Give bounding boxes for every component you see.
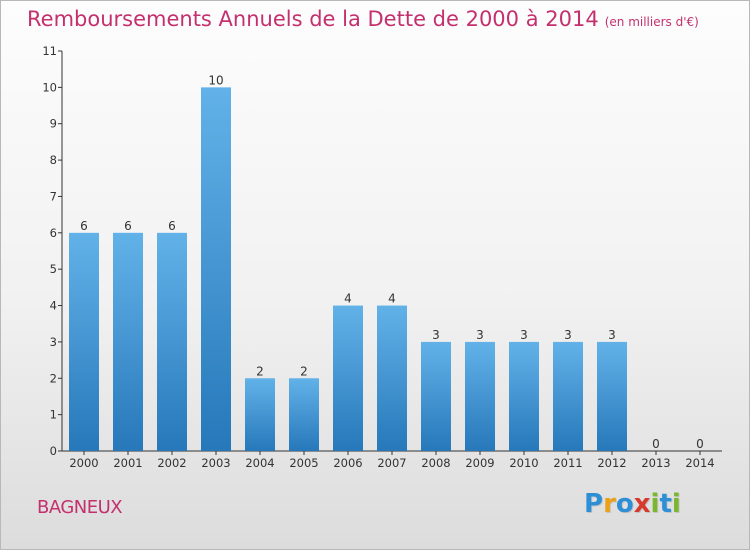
y-tick-label: 7	[50, 189, 57, 203]
bar-value-label: 2	[300, 364, 308, 378]
proxiti-logo[interactable]: Proxiti	[584, 489, 681, 519]
y-tick-label: 2	[50, 371, 57, 385]
x-tick-label: 2008	[421, 456, 450, 470]
bar-value-label: 3	[608, 328, 616, 342]
x-tick-label: 2014	[685, 456, 714, 470]
bar	[553, 341, 583, 451]
bar-value-label: 3	[476, 328, 484, 342]
commune-name: BAGNEUX	[37, 497, 123, 518]
chart-unit: (en milliers d'€)	[604, 15, 699, 29]
chart-title-text: Remboursements Annuels de la Dette de 20…	[27, 7, 599, 31]
logo-letter: i	[671, 489, 681, 519]
bar-value-label: 2	[256, 364, 264, 378]
y-tick-label: 3	[50, 335, 57, 349]
bar	[201, 87, 231, 451]
bar-value-label: 4	[344, 292, 352, 306]
logo-letter: r	[603, 489, 616, 519]
bar	[465, 341, 495, 451]
bar	[245, 378, 275, 451]
bar-value-label: 6	[168, 219, 176, 233]
bar-value-label: 6	[124, 219, 132, 233]
x-axis: 2000 2001 2002 2003 2004 2005 2006 2007 2008 2009…	[62, 450, 722, 470]
x-tick-label: 2001	[113, 456, 142, 470]
bar	[157, 232, 187, 451]
bar	[113, 232, 143, 451]
bar-value-label: 6	[80, 219, 88, 233]
y-tick-label: 4	[50, 299, 57, 313]
y-tick-label: 1	[50, 408, 57, 422]
y-tick-label: 0	[50, 444, 57, 458]
y-tick-label: 5	[50, 262, 57, 276]
logo-letter: i	[650, 489, 660, 519]
bar-value-label: 0	[652, 437, 660, 451]
bar-value-label: 0	[696, 437, 704, 451]
y-tick-label: 11	[42, 44, 57, 58]
x-tick-label: 2002	[157, 456, 186, 470]
bar-value-label: 3	[564, 328, 572, 342]
bar	[377, 305, 407, 451]
logo-letter: P	[584, 489, 604, 519]
y-tick-label: 6	[50, 226, 57, 240]
bar	[421, 341, 451, 451]
x-tick-label: 2009	[465, 456, 494, 470]
bar	[509, 341, 539, 451]
x-tick-label: 2010	[509, 456, 538, 470]
y-tick-label: 8	[50, 153, 57, 167]
bar	[333, 305, 363, 451]
bar	[289, 378, 319, 451]
bar-value-label: 10	[208, 73, 223, 87]
y-axis: 0 1 2 3 4 5 6 7 8 9 10 11	[42, 44, 63, 458]
logo-letter: o	[615, 489, 634, 519]
x-tick-label: 2000	[69, 456, 98, 470]
x-tick-label: 2003	[201, 456, 230, 470]
value-labels: 6 6 6 10 2 2 4 4 3 3 3 3 3 0 0	[80, 73, 704, 451]
y-tick-label: 9	[50, 117, 57, 131]
x-tick-label: 2011	[553, 456, 582, 470]
x-tick-label: 2006	[333, 456, 362, 470]
x-tick-label: 2005	[289, 456, 318, 470]
x-tick-label: 2004	[245, 456, 274, 470]
y-tick-label: 10	[42, 80, 57, 94]
bars	[69, 87, 627, 451]
chart-title: Remboursements Annuels de la Dette de 20…	[27, 7, 699, 31]
logo-letter: x	[633, 489, 651, 519]
bar-value-label: 4	[388, 292, 396, 306]
logo-letter: t	[659, 489, 672, 519]
bar-value-label: 3	[432, 328, 440, 342]
x-tick-label: 2007	[377, 456, 406, 470]
bar-value-label: 3	[520, 328, 528, 342]
x-tick-label: 2012	[597, 456, 626, 470]
x-tick-label: 2013	[641, 456, 670, 470]
bar	[69, 232, 99, 451]
bar	[597, 341, 627, 451]
